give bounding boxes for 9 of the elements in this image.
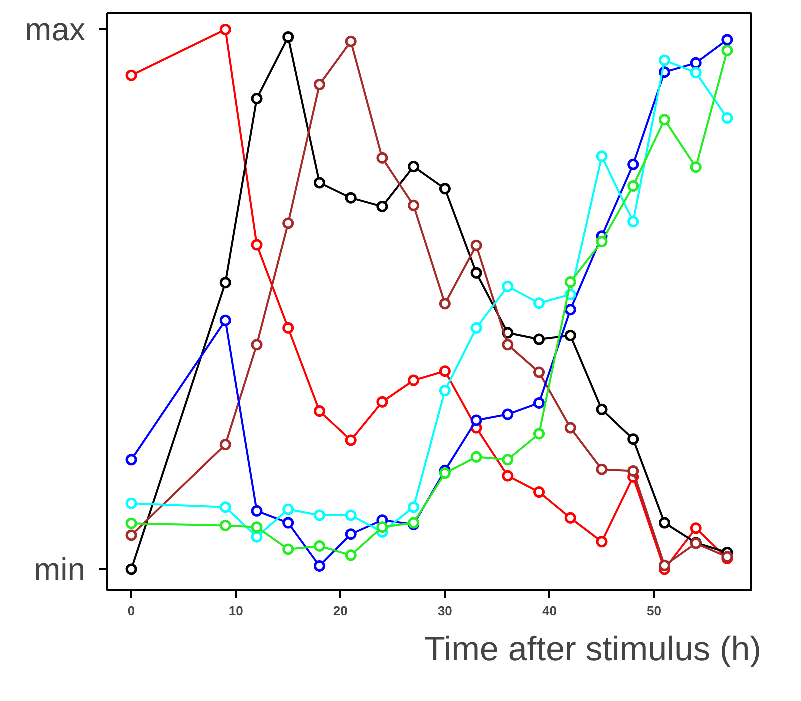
x-tick-label: 50 <box>647 604 662 618</box>
x-tick-label: 0 <box>128 604 136 618</box>
text: max <box>25 12 86 48</box>
text: min <box>34 551 86 588</box>
x-tick-label: 40 <box>542 604 557 618</box>
x-tick-label: 20 <box>333 604 348 618</box>
x-axis-title: Time after stimulus (h) <box>424 630 762 668</box>
x-tick-label: 10 <box>228 604 244 618</box>
x-tick-label: 30 <box>438 604 452 618</box>
